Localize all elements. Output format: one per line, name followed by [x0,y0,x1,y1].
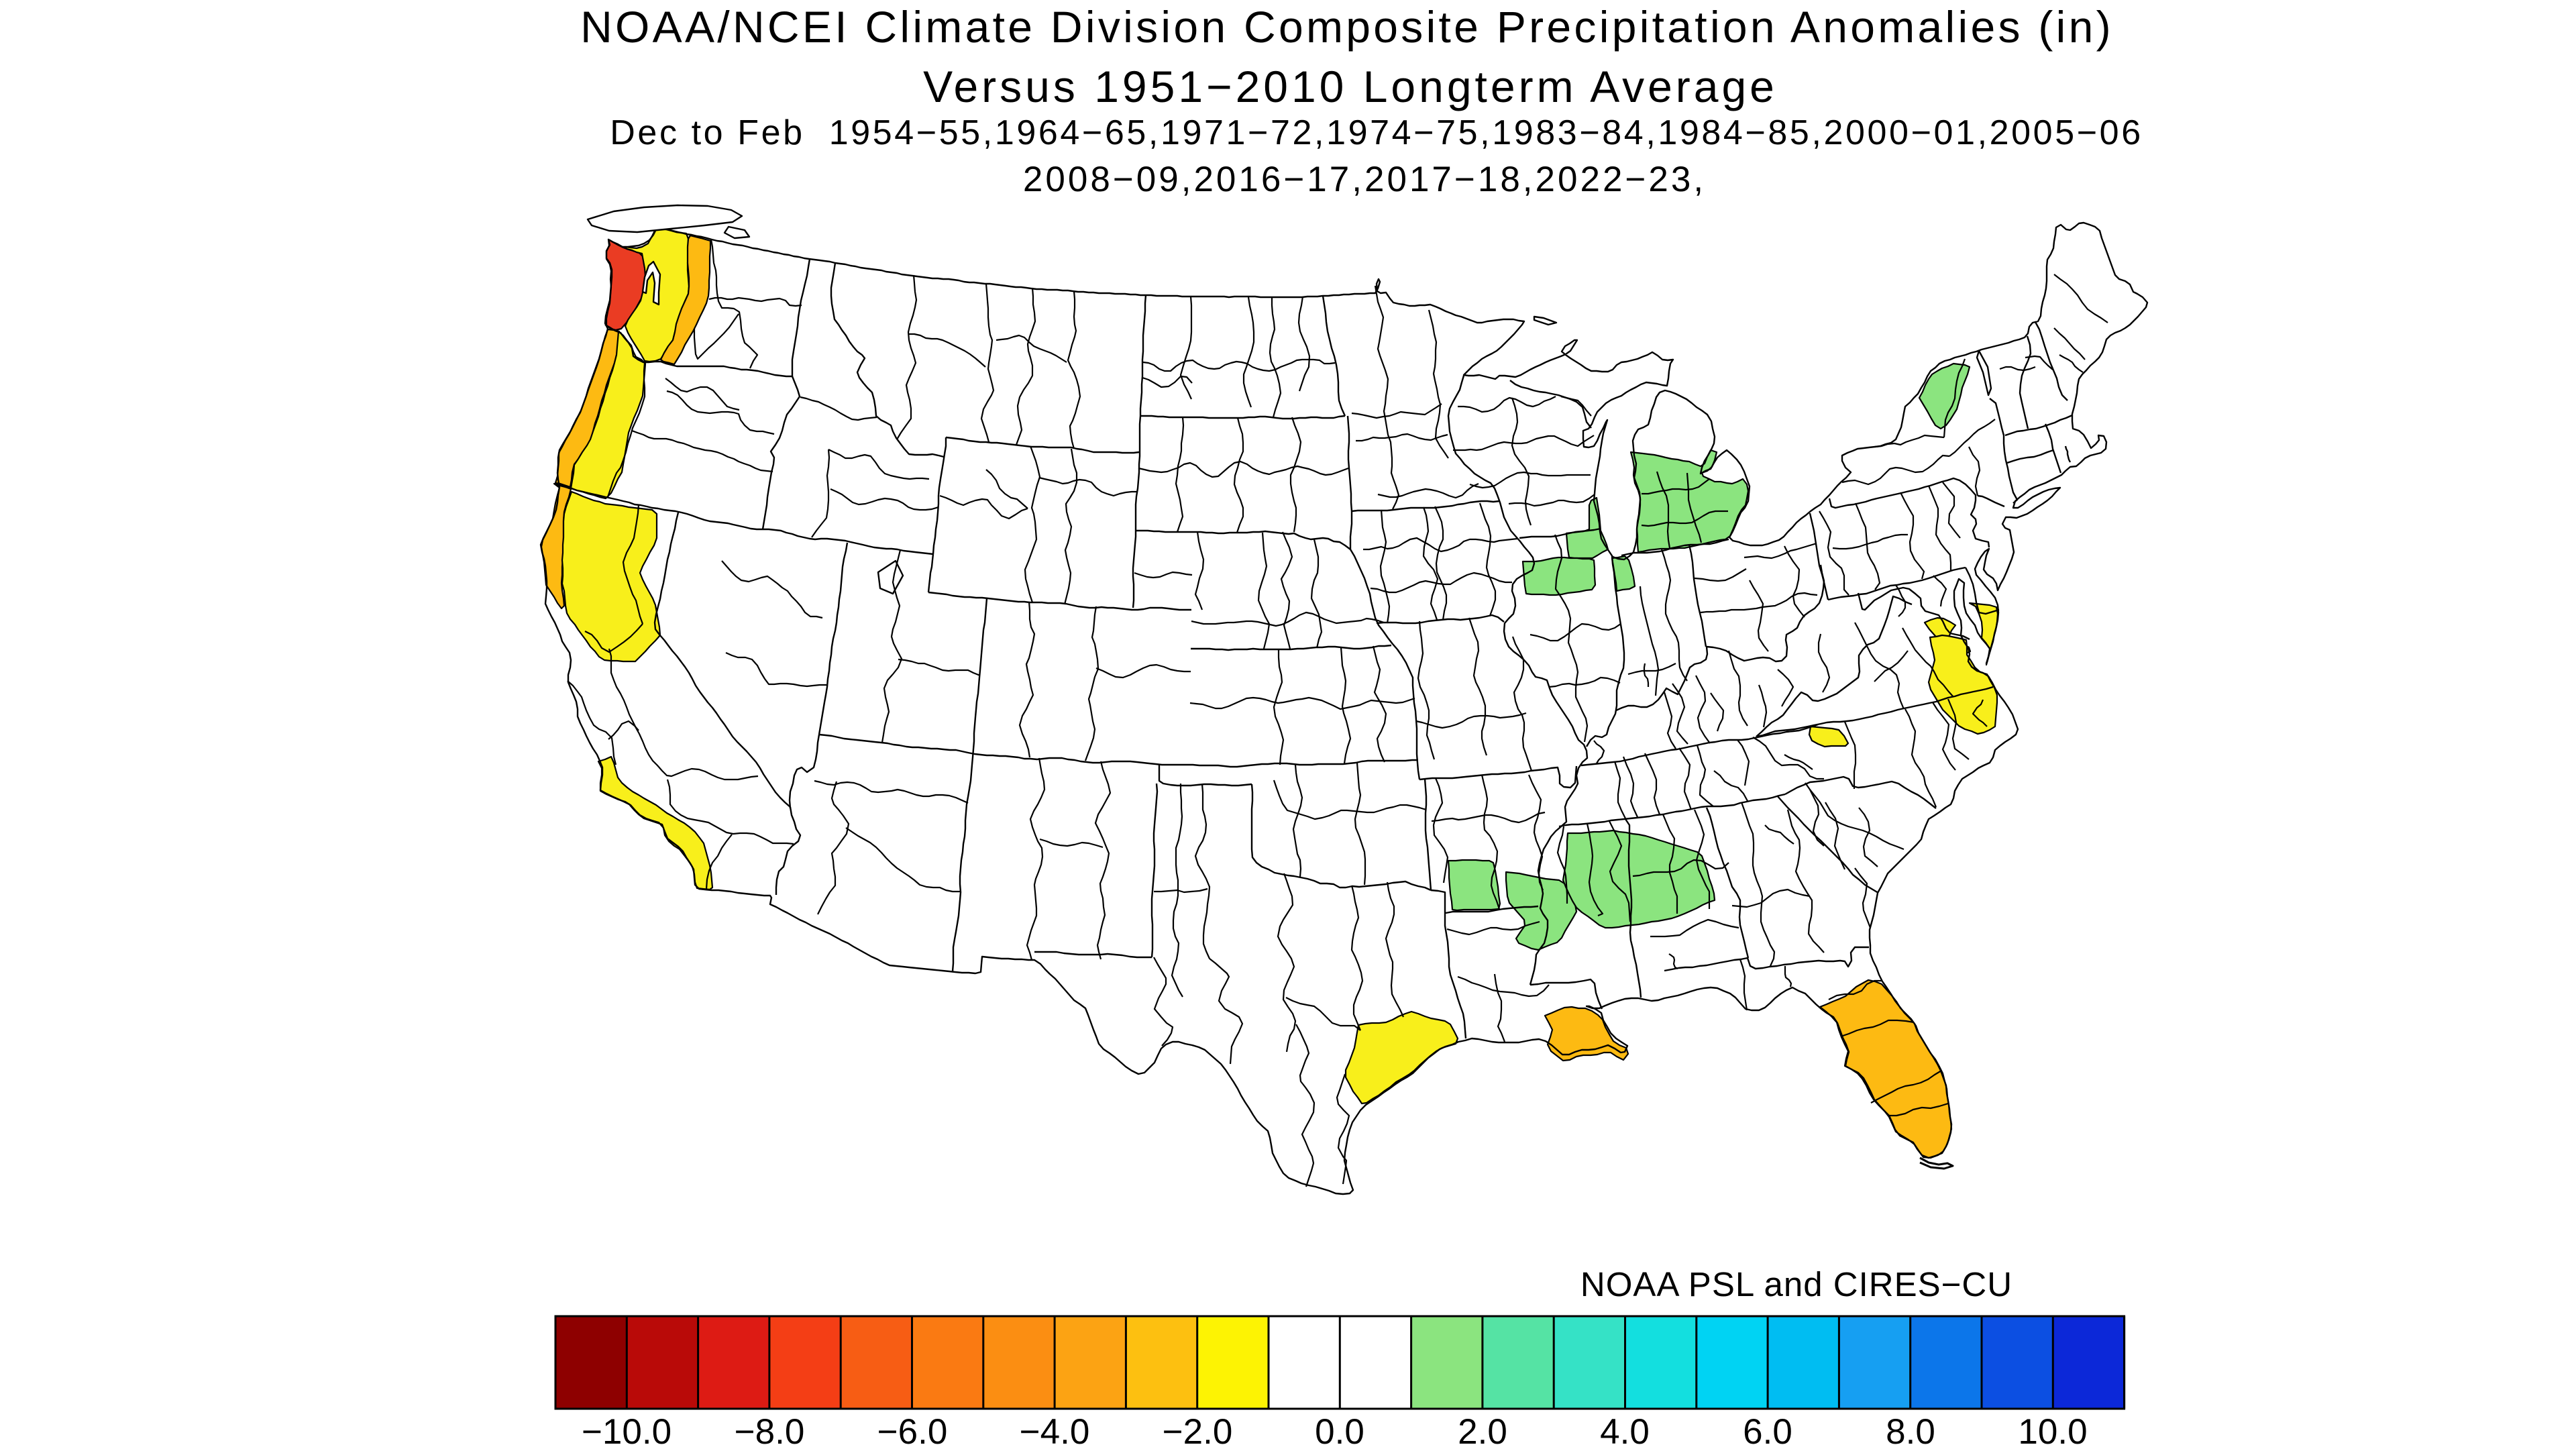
svg-text:NOAA/NCEI Climate Division Com: NOAA/NCEI Climate Division Composite Pre… [580,2,2114,52]
svg-text:8.0: 8.0 [1886,1412,1935,1449]
svg-text:−8.0: −8.0 [735,1412,805,1449]
svg-text:0.0: 0.0 [1315,1412,1364,1449]
svg-text:6.0: 6.0 [1743,1412,1792,1449]
svg-text:NOAA PSL and CIRES−CU: NOAA PSL and CIRES−CU [1580,1265,2012,1303]
svg-text:Versus 1951−2010 Longterm Aver: Versus 1951−2010 Longterm Average [923,62,1778,111]
svg-text:Dec to Feb 1954−55,1964−65,19: Dec to Feb 1954−55,1964−65,1971−72,1974−… [610,113,2143,152]
svg-text:−6.0: −6.0 [877,1412,948,1449]
svg-text:2.0: 2.0 [1458,1412,1507,1449]
svg-text:2008−09,2016−17,2017−18,2022−2: 2008−09,2016−17,2017−18,2022−23, [1023,160,1706,199]
svg-text:−4.0: −4.0 [1020,1412,1090,1449]
svg-text:10.0: 10.0 [2018,1412,2087,1449]
svg-text:4.0: 4.0 [1600,1412,1650,1449]
svg-text:−10.0: −10.0 [582,1412,672,1449]
svg-text:−2.0: −2.0 [1163,1412,1233,1449]
